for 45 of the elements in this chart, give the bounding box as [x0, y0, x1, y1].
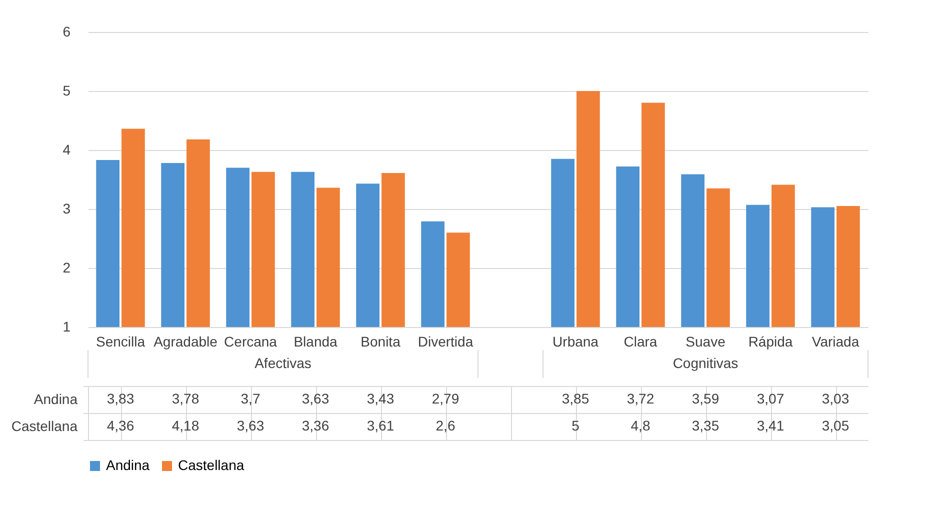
data-label: 3,61 — [366, 418, 394, 434]
data-label: 4,18 — [172, 418, 200, 434]
legend-label: Andina — [106, 457, 150, 473]
data-label: 3,83 — [106, 390, 134, 406]
x-tick-label: Blanda — [294, 334, 338, 350]
data-label: 3,03 — [822, 390, 850, 406]
data-label: 3,78 — [172, 390, 200, 406]
y-tick-label: 5 — [62, 82, 71, 98]
data-label: 3,63 — [302, 390, 330, 406]
x-tick-label: Bonita — [360, 334, 401, 350]
data-label: 3,72 — [626, 390, 654, 406]
text: Andina — [34, 391, 78, 407]
data-label: 5 — [572, 418, 580, 434]
data-label: 4,8 — [630, 418, 650, 434]
x-tick-label: Urbana — [552, 334, 599, 350]
data-label: 3,63 — [236, 418, 264, 434]
data-label: 2,79 — [432, 390, 460, 406]
text: Cognitivas — [672, 355, 738, 371]
legend-label: Castellana — [178, 457, 244, 473]
x-tick-label: Sencilla — [96, 334, 146, 350]
data-label: 3,05 — [822, 418, 850, 434]
y-tick-label: 1 — [62, 318, 71, 334]
x-tick-label: Divertida — [418, 334, 474, 350]
x-tick-label: Suave — [686, 334, 726, 350]
data-label: 2,6 — [436, 418, 456, 434]
data-label: 3,7 — [240, 390, 260, 406]
data-label: 3,36 — [302, 418, 330, 434]
y-tick-label: 4 — [62, 142, 71, 158]
data-label: 3,35 — [692, 418, 720, 434]
x-tick-label: Cercana — [224, 334, 278, 350]
x-tick-label: Variada — [812, 334, 860, 350]
data-label: 3,41 — [756, 418, 784, 434]
x-tick-label: Agradable — [154, 334, 218, 350]
x-tick-label: Clara — [624, 334, 658, 350]
y-tick-label: 3 — [62, 200, 71, 216]
x-tick-label: Rápida — [748, 334, 793, 350]
data-label: 3,59 — [692, 390, 720, 406]
text: Castellana — [11, 418, 78, 434]
text: Afectivas — [254, 355, 312, 371]
data-label: 3,85 — [562, 390, 590, 406]
data-label: 3,07 — [756, 390, 784, 406]
data-label: 3,43 — [366, 390, 394, 406]
data-label: 4,36 — [106, 418, 134, 434]
y-tick-label: 6 — [62, 24, 71, 40]
y-tick-label: 2 — [62, 260, 71, 276]
